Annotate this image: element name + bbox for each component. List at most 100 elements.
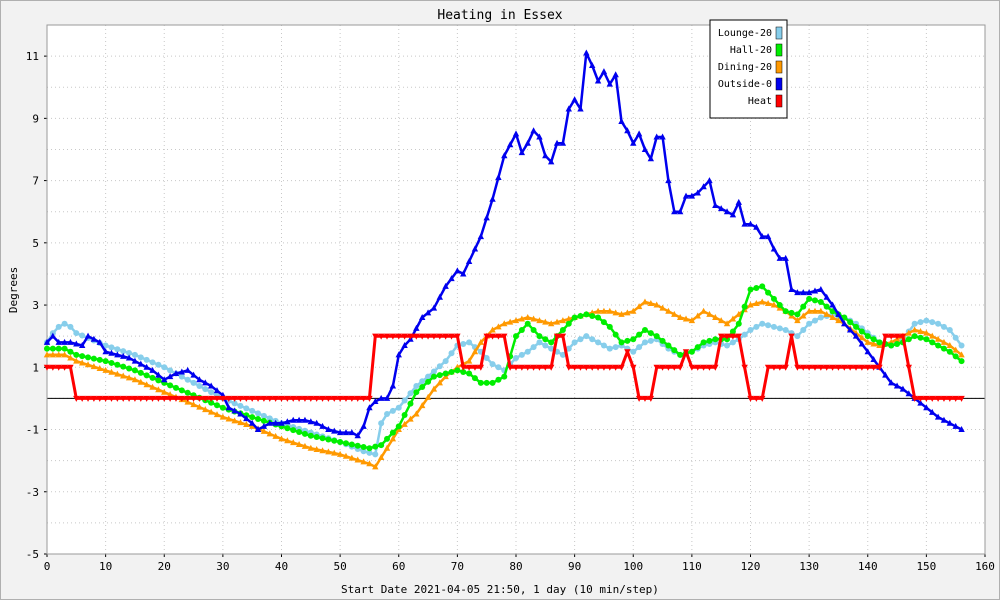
point	[460, 364, 467, 371]
point	[712, 201, 719, 208]
point	[120, 348, 127, 355]
point	[641, 395, 649, 402]
point	[606, 323, 613, 330]
point	[120, 352, 127, 359]
point	[454, 367, 461, 374]
point	[389, 435, 397, 442]
point	[167, 382, 174, 389]
point	[85, 354, 92, 361]
point	[782, 254, 789, 261]
point	[307, 432, 314, 439]
point	[483, 354, 490, 361]
point	[378, 442, 385, 449]
point	[823, 303, 830, 310]
point	[126, 349, 133, 356]
point	[78, 342, 86, 349]
point	[395, 423, 402, 430]
point	[208, 399, 215, 406]
point	[852, 364, 860, 371]
point	[917, 319, 924, 326]
point	[436, 293, 443, 300]
point	[219, 413, 227, 420]
point	[700, 339, 707, 346]
point	[401, 333, 408, 340]
point	[688, 317, 696, 324]
point	[342, 452, 350, 459]
point	[548, 345, 555, 352]
point	[90, 395, 98, 402]
point	[67, 354, 74, 361]
point	[764, 364, 772, 371]
point	[571, 314, 578, 321]
point	[776, 364, 784, 371]
point	[729, 315, 737, 322]
point	[524, 139, 531, 146]
point	[114, 346, 121, 353]
point	[383, 333, 391, 340]
point	[565, 320, 572, 327]
point	[794, 333, 801, 340]
point	[600, 307, 608, 314]
point	[899, 333, 907, 340]
legend-box	[709, 19, 788, 119]
point	[682, 192, 690, 199]
point	[817, 307, 825, 314]
point	[61, 345, 68, 352]
point	[846, 326, 854, 333]
point	[313, 445, 320, 452]
point	[946, 419, 954, 426]
point	[225, 395, 232, 402]
point	[190, 371, 197, 378]
point	[108, 349, 115, 356]
point	[137, 378, 144, 385]
point	[295, 440, 303, 447]
legend-label: Heat	[748, 96, 772, 107]
point	[202, 395, 209, 402]
point	[547, 320, 555, 327]
point	[800, 326, 807, 333]
point	[436, 363, 443, 370]
point	[243, 395, 250, 402]
point	[630, 364, 637, 371]
point	[342, 429, 350, 436]
point	[336, 450, 344, 457]
point	[243, 415, 250, 422]
point	[196, 382, 203, 389]
point	[284, 395, 291, 402]
point	[501, 373, 508, 380]
point	[55, 323, 62, 330]
point	[219, 404, 226, 411]
point	[641, 298, 649, 305]
point	[618, 117, 625, 124]
point	[776, 302, 783, 309]
point	[202, 406, 209, 413]
legend-label: Hall-20	[730, 45, 772, 56]
point	[835, 317, 842, 324]
point	[817, 298, 824, 305]
point	[571, 96, 578, 103]
point	[348, 454, 356, 461]
point	[55, 351, 62, 358]
point	[290, 395, 297, 402]
point	[366, 404, 373, 411]
point	[630, 336, 637, 343]
point	[946, 348, 953, 355]
point	[366, 395, 373, 402]
point	[360, 448, 367, 455]
y-tick-label: -3	[26, 486, 39, 499]
point	[231, 395, 238, 402]
point	[870, 356, 877, 363]
point	[542, 318, 549, 325]
point	[272, 432, 279, 439]
point	[958, 342, 965, 349]
point	[84, 361, 92, 368]
point	[630, 348, 637, 355]
point	[61, 364, 68, 371]
point	[313, 433, 320, 440]
point	[73, 340, 80, 347]
point	[583, 333, 590, 340]
point	[348, 395, 356, 402]
point	[114, 395, 121, 402]
point	[577, 312, 584, 319]
point	[208, 389, 215, 396]
